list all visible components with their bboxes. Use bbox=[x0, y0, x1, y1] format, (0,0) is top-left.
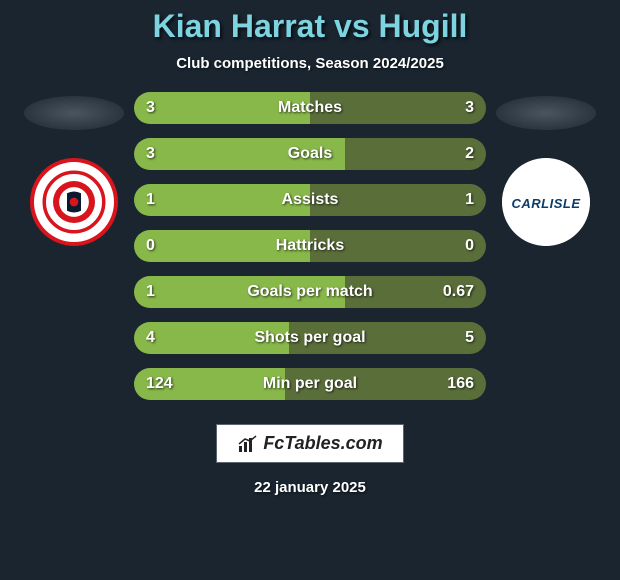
brand-badge[interactable]: FcTables.com bbox=[216, 424, 403, 463]
comparison-card: Kian Harrat vs Hugill Club competitions,… bbox=[0, 0, 620, 580]
stat-row: 3 Goals 2 bbox=[134, 138, 486, 170]
right-side: CARLISLE bbox=[486, 92, 606, 246]
player2-silhouette-base bbox=[496, 96, 596, 130]
club-logo-right: CARLISLE bbox=[502, 158, 590, 246]
stat-label: Goals bbox=[288, 145, 332, 163]
carlisle-badge-icon: CARLISLE bbox=[502, 158, 590, 246]
stat-value-left: 1 bbox=[146, 283, 155, 301]
stat-value-right: 0.67 bbox=[443, 283, 474, 301]
stat-value-left: 3 bbox=[146, 99, 155, 117]
stat-value-right: 166 bbox=[447, 375, 474, 393]
player1-silhouette-base bbox=[24, 96, 124, 130]
stat-value-right: 3 bbox=[465, 99, 474, 117]
stat-row: 124 Min per goal 166 bbox=[134, 368, 486, 400]
stat-label: Assists bbox=[282, 191, 339, 209]
club-logo-left bbox=[30, 158, 118, 246]
stat-value-right: 1 bbox=[465, 191, 474, 209]
date-text: 22 january 2025 bbox=[254, 479, 366, 496]
page-title: Kian Harrat vs Hugill bbox=[153, 8, 468, 45]
stat-label: Min per goal bbox=[263, 375, 357, 393]
stat-row: 4 Shots per goal 5 bbox=[134, 322, 486, 354]
stat-row: 1 Goals per match 0.67 bbox=[134, 276, 486, 308]
svg-text:CARLISLE: CARLISLE bbox=[512, 196, 581, 211]
stat-value-left: 0 bbox=[146, 237, 155, 255]
title-vs: vs bbox=[334, 8, 370, 44]
stat-value-left: 124 bbox=[146, 375, 173, 393]
content-row: 3 Matches 3 3 Goals 2 1 Assists 1 0 Hattricks 0 1 Goa… bbox=[0, 92, 620, 400]
stat-value-left: 4 bbox=[146, 329, 155, 347]
brand-text: FcTables.com bbox=[263, 433, 382, 454]
stat-value-right: 0 bbox=[465, 237, 474, 255]
stat-label: Goals per match bbox=[247, 283, 372, 301]
stat-row: 3 Matches 3 bbox=[134, 92, 486, 124]
title-player2: Hugill bbox=[379, 8, 468, 44]
stat-row: 0 Hattricks 0 bbox=[134, 230, 486, 262]
title-player1: Kian Harrat bbox=[153, 8, 326, 44]
fleetwood-badge-icon bbox=[39, 167, 109, 237]
stats-list: 3 Matches 3 3 Goals 2 1 Assists 1 0 Hattricks 0 1 Goa… bbox=[134, 92, 486, 400]
chart-icon bbox=[237, 434, 259, 454]
subtitle: Club competitions, Season 2024/2025 bbox=[176, 55, 444, 72]
left-side bbox=[14, 92, 134, 246]
stat-row: 1 Assists 1 bbox=[134, 184, 486, 216]
stat-label: Matches bbox=[278, 99, 342, 117]
stat-value-left: 1 bbox=[146, 191, 155, 209]
stat-value-left: 3 bbox=[146, 145, 155, 163]
stat-value-right: 5 bbox=[465, 329, 474, 347]
stat-value-right: 2 bbox=[465, 145, 474, 163]
stat-label: Hattricks bbox=[276, 237, 344, 255]
stat-label: Shots per goal bbox=[254, 329, 365, 347]
